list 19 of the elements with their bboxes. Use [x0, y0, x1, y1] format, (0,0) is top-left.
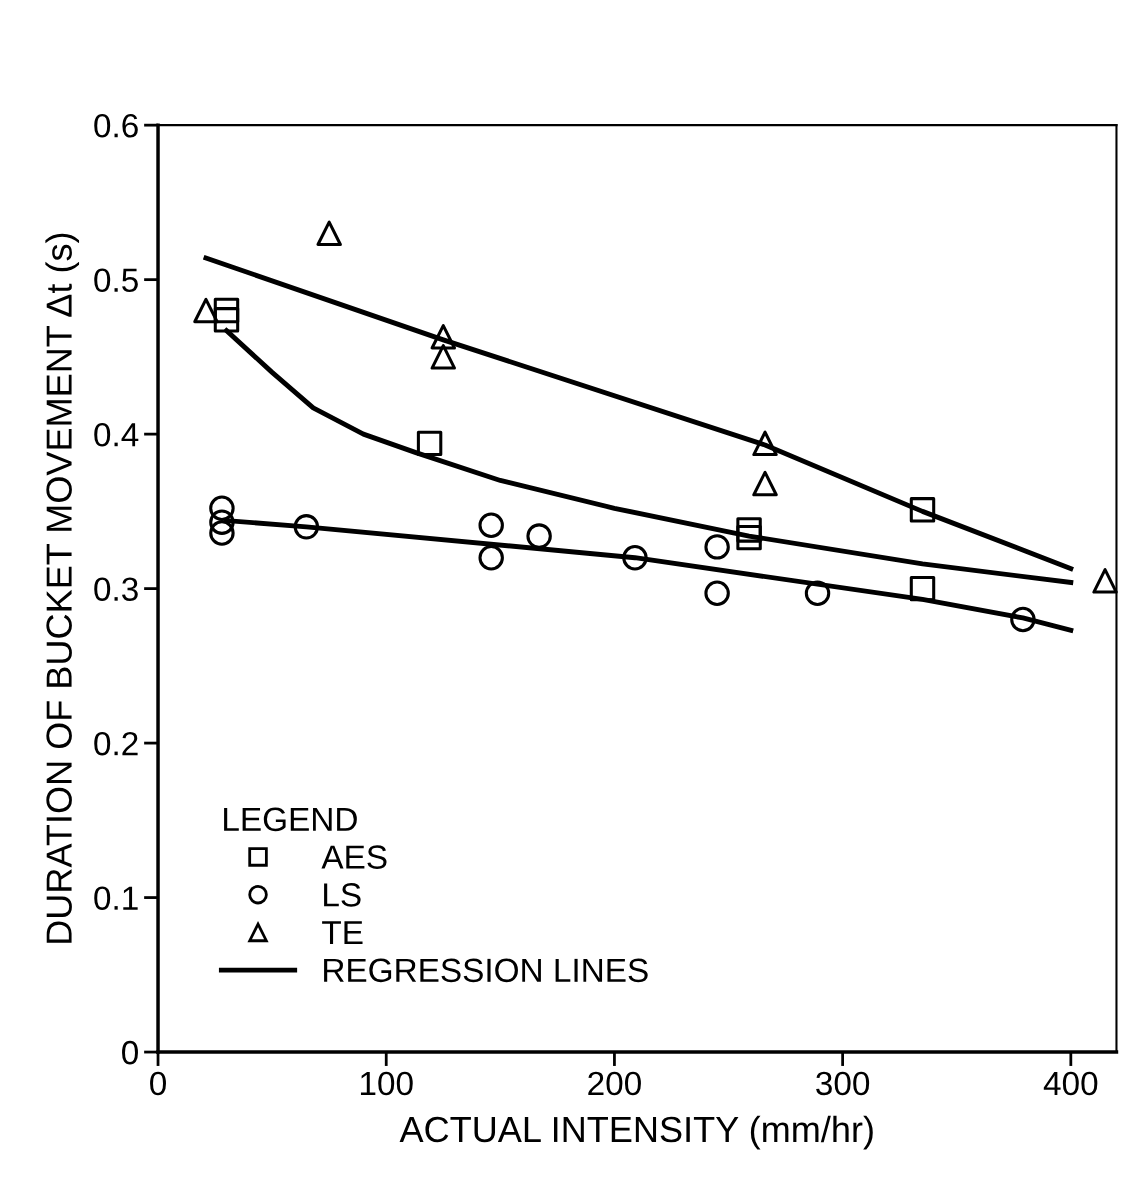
x-tick-label: 200: [588, 1071, 641, 1096]
y-axis-title: DURATION OF BUCKET MOVEMENT Δt (s): [45, 233, 80, 943]
y-tick-label: 0.4: [94, 422, 139, 447]
legend-title: LEGEND: [224, 807, 357, 832]
y-tick-label: 0.3: [94, 577, 138, 602]
legend-label: TE: [322, 921, 363, 945]
legend-label: AES: [321, 845, 387, 869]
legend-label: LS: [324, 883, 361, 907]
x-tick-label: 300: [816, 1071, 870, 1096]
x-tick-label: 0: [150, 1071, 166, 1096]
y-tick-label: 0.2: [94, 731, 138, 756]
y-tick-label: 0.6: [94, 113, 138, 138]
x-axis-title: ACTUAL INTENSITY (mm/hr): [399, 1115, 873, 1150]
y-tick-label: 0.1: [94, 886, 138, 910]
x-tick-label: 400: [1043, 1071, 1098, 1096]
y-tick-label: 0: [122, 1040, 138, 1065]
legend-label: REGRESSION LINES: [324, 958, 648, 983]
x-tick-label: 100: [360, 1071, 413, 1096]
y-tick-label: 0.5: [94, 268, 138, 293]
